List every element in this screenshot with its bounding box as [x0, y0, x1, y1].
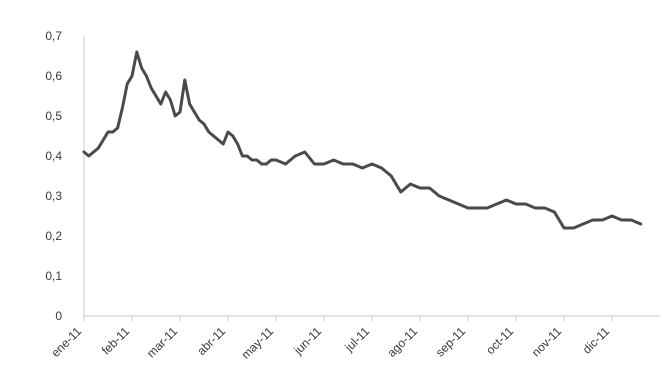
y-axis-ticks: 0 0,1 0,2 0,3 0,4 0,5 0,6 0,7	[45, 29, 62, 323]
x-tick-label: mar-11	[144, 324, 180, 360]
y-tick-label: 0,1	[45, 269, 62, 283]
x-tick-label: jun-11	[291, 324, 325, 358]
x-tick-label: nov-11	[529, 324, 564, 359]
x-tick-label: dic-11	[580, 324, 613, 357]
y-tick-label: 0,4	[45, 149, 62, 163]
x-tick-label: ago-11	[384, 324, 420, 360]
y-tick-label: 0	[55, 309, 62, 323]
x-tick-label: may-11	[239, 324, 277, 362]
x-tick-label: ene-11	[48, 324, 84, 360]
x-tick-label: feb-11	[99, 324, 133, 358]
x-axis-ticks: ene-11 feb-11 mar-11 abr-11 may-11 jun-11 jul-…	[48, 316, 613, 362]
y-tick-label: 0,7	[45, 29, 62, 43]
axes	[83, 36, 660, 317]
x-tick-label: jul-11	[341, 324, 372, 355]
x-tick-label: sep-11	[433, 324, 468, 359]
y-tick-label: 0,6	[45, 69, 62, 83]
y-tick-label: 0,3	[45, 189, 62, 203]
y-tick-label: 0,2	[45, 229, 62, 243]
series-line	[82, 50, 643, 230]
y-tick-label: 0,5	[45, 109, 62, 123]
x-tick-label: abr-11	[194, 324, 228, 358]
x-tick-label: oct-11	[483, 324, 516, 357]
